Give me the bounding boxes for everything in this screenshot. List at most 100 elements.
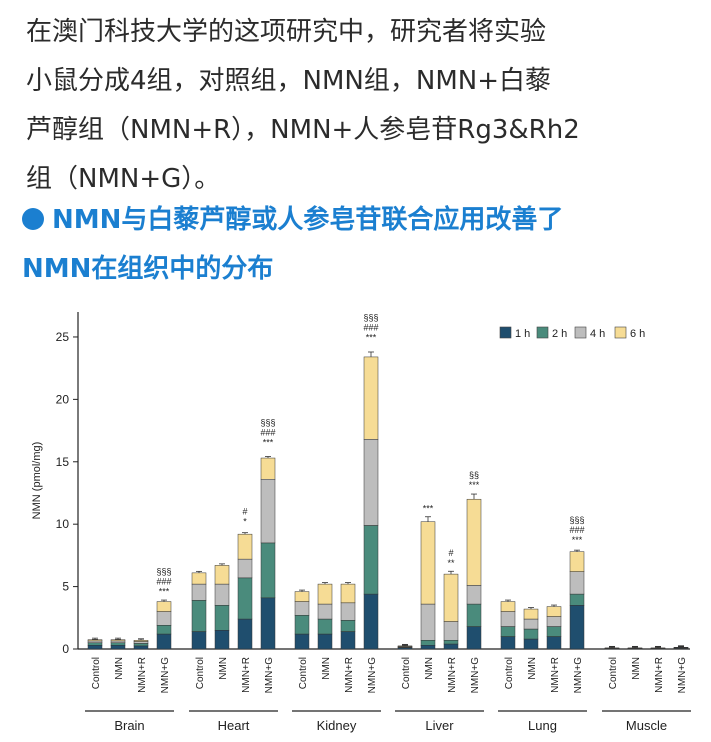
- bar-segment: [237, 558, 253, 579]
- intro-line-1: 在澳门科技大学的这项研究中，研究者将实验: [26, 17, 547, 47]
- bar-segment: [294, 601, 310, 616]
- bar-segment: [260, 597, 276, 650]
- legend-label: 4 h: [590, 328, 605, 340]
- bar-segment: [191, 631, 207, 650]
- bar-segment: [260, 479, 276, 544]
- x-tick-label: Control: [504, 657, 515, 689]
- bar-segment: [87, 640, 103, 644]
- x-tick-label: Control: [401, 657, 412, 689]
- significance-label: *: [243, 517, 247, 527]
- bar-segment: [110, 639, 126, 642]
- intro-line-2: 小鼠分成4组，对照组，NMN组，NMN+白藜: [26, 66, 551, 96]
- bar-segment: [191, 600, 207, 632]
- bar-segment: [363, 525, 379, 595]
- bar-segment: [673, 647, 689, 649]
- bar-segment: [466, 626, 482, 650]
- bar-segment: [317, 633, 333, 650]
- bar-segment: [260, 457, 276, 480]
- x-tick-label: Control: [298, 657, 309, 689]
- x-tick-label: NMN+G: [573, 657, 584, 694]
- group-label: Lung: [528, 718, 557, 733]
- x-tick-label: NMN+R: [137, 657, 148, 693]
- group-label: Brain: [114, 718, 144, 733]
- y-tick-label: 20: [56, 392, 70, 406]
- x-tick-label: Control: [608, 657, 619, 689]
- legend-label: 1 h: [515, 328, 530, 340]
- significance-label: §§§: [363, 312, 378, 322]
- bar-segment: [420, 645, 436, 650]
- bar-segment: [500, 636, 516, 650]
- y-tick-label: 0: [62, 642, 69, 656]
- bar-segment: [133, 641, 149, 644]
- bar-segment: [294, 633, 310, 650]
- x-tick-label: Control: [195, 657, 206, 689]
- significance-label: #: [242, 507, 247, 517]
- x-tick-label: NMN+G: [264, 657, 275, 694]
- significance-label: ###: [363, 322, 378, 332]
- legend-swatch: [536, 326, 549, 339]
- bar-segment: [523, 618, 539, 630]
- bar-segment: [156, 601, 172, 612]
- bar-segment: [420, 521, 436, 605]
- bar-segment: [214, 605, 230, 631]
- bar-segment: [523, 628, 539, 640]
- nmn-distribution-chart: 0 5 10 15 20 25 NMN (pmol/mg) 1 h 2 h 4 h 6 h Contr…: [31, 312, 691, 733]
- bar-segment: [420, 603, 436, 641]
- bar-segment: [500, 601, 516, 612]
- significance-label: §§§: [569, 515, 584, 525]
- bar-segment: [87, 639, 103, 642]
- bar-segment: [214, 630, 230, 650]
- x-tick-label: NMN+G: [367, 657, 378, 694]
- bar-segment: [546, 616, 562, 627]
- legend-swatch: [614, 326, 627, 339]
- significance-label: ###: [569, 525, 584, 535]
- significance-label: ###: [156, 577, 171, 587]
- x-tick-label: NMN: [527, 657, 538, 680]
- bar-segment: [650, 647, 666, 649]
- bar-segment: [500, 611, 516, 627]
- bar-segment: [317, 583, 333, 605]
- bar-segment: [466, 603, 482, 627]
- bar-segment: [260, 542, 276, 599]
- bar-segment: [604, 647, 620, 649]
- bar-segment: [397, 645, 413, 647]
- x-tick-label: NMN+G: [160, 657, 171, 694]
- bar-segment: [87, 642, 103, 646]
- bar-segment: [340, 602, 356, 621]
- bar-segment: [191, 583, 207, 601]
- bar-segment: [569, 605, 585, 650]
- bar-segment: [443, 621, 459, 641]
- bar-segment: [294, 615, 310, 635]
- intro-line-4: 组（NMN+G）。: [26, 164, 221, 194]
- bar-segment: [214, 565, 230, 585]
- bar-segment: [340, 620, 356, 632]
- bar-segment: [466, 585, 482, 605]
- heading-line-1: NMN与白藜芦醇或人参皂苷联合应用改善了: [22, 196, 702, 245]
- bar-segment: [569, 551, 585, 572]
- bar-segment: [237, 533, 253, 560]
- bullet-dot-icon: [22, 208, 44, 230]
- significance-label: #: [448, 548, 453, 558]
- significance-label: ***: [263, 437, 274, 447]
- x-tick-label: NMN+G: [470, 657, 481, 694]
- heading-text-1: NMN与白藜芦醇或人参皂苷联合应用改善了: [52, 205, 564, 235]
- bar-segment: [627, 647, 643, 649]
- x-tick-label: NMN+R: [654, 657, 665, 693]
- bar-segment: [443, 643, 459, 650]
- bar-segment: [191, 572, 207, 585]
- bar-segment: [110, 642, 126, 646]
- legend-label: 6 h: [630, 328, 645, 340]
- bar-segment: [133, 640, 149, 642]
- significance-label: ###: [260, 427, 275, 437]
- significance-label: §§§: [260, 417, 275, 427]
- x-tick-label: NMN: [321, 657, 332, 680]
- bar-segment: [340, 583, 356, 604]
- x-tick-label: NMN+R: [550, 657, 561, 693]
- bar-segment: [340, 631, 356, 650]
- x-tick-label: NMN+G: [677, 657, 688, 694]
- bar-segment: [523, 638, 539, 650]
- significance-label: **: [447, 558, 455, 568]
- bar-segment: [523, 608, 539, 620]
- bar-segment: [110, 645, 126, 650]
- bar-segment: [237, 577, 253, 620]
